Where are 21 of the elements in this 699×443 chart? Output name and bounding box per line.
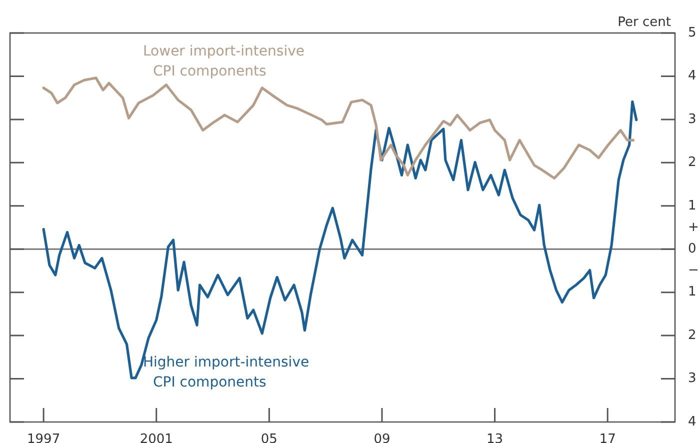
y-tick-label: 2: [688, 328, 696, 343]
x-tick-label: 13: [486, 432, 504, 443]
y-tick-label: 4: [688, 68, 696, 84]
y-tick-label: +: [688, 220, 699, 235]
y-tick-label: 3: [688, 112, 696, 127]
y-tick-label: 3: [688, 371, 696, 386]
y-tick-label: 1: [688, 284, 696, 300]
series-label: Lower import-intensive CPI components: [143, 43, 304, 80]
y-tick-label: −: [688, 263, 699, 278]
y-tick-label: 4: [688, 414, 696, 430]
y-tick-label: 1: [688, 198, 696, 214]
y-tick-label: 5: [688, 25, 696, 40]
y-tick-label: 0: [688, 241, 696, 256]
x-tick-label: 09: [374, 432, 390, 443]
y-tick-label: 2: [688, 155, 696, 170]
x-tick-label: 05: [260, 432, 278, 443]
x-tick-label: 17: [599, 432, 616, 443]
x-tick-label: 1997: [27, 432, 60, 443]
series-label: Higher import-intensive CPI components: [143, 354, 310, 391]
x-tick-label: 2001: [140, 432, 173, 443]
y-axis-title: Per cent: [618, 14, 671, 30]
